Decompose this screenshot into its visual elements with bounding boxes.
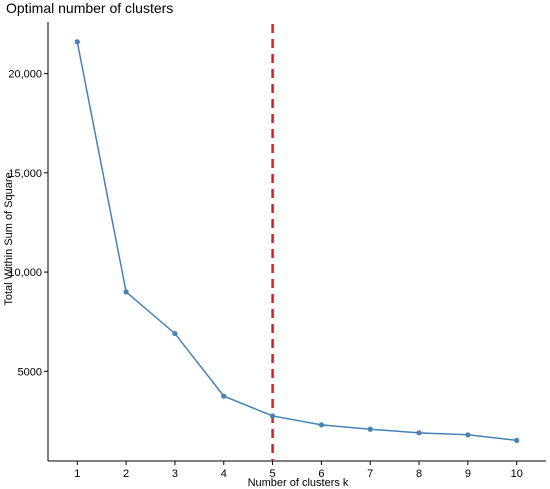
x-tick-label: 10 bbox=[511, 468, 523, 480]
data-point bbox=[318, 422, 325, 428]
x-tick-label: 6 bbox=[318, 468, 324, 480]
x-tick-label: 7 bbox=[367, 468, 373, 480]
data-point bbox=[172, 330, 178, 337]
x-axis-label: Number of clusters k bbox=[248, 477, 349, 489]
x-tick-label: 9 bbox=[465, 468, 471, 480]
x-tick-label: 4 bbox=[221, 468, 227, 480]
y-tick-label: 5000 bbox=[18, 366, 42, 378]
data-point bbox=[416, 430, 422, 436]
data-point bbox=[74, 39, 80, 45]
data-point bbox=[465, 432, 471, 438]
data-point bbox=[221, 393, 227, 399]
data-point bbox=[514, 437, 520, 443]
y-axis-label: Total Within Sum of Square bbox=[3, 172, 15, 305]
chart-title: Optimal number of clusters bbox=[6, 0, 174, 16]
data-point bbox=[123, 289, 129, 295]
x-tick-label: 2 bbox=[123, 468, 129, 480]
y-tick-label: 15,000 bbox=[8, 168, 42, 180]
data-point bbox=[269, 413, 276, 419]
x-tick-label: 3 bbox=[172, 468, 178, 480]
x-tick-label: 1 bbox=[74, 468, 80, 480]
x-tick-label: 5 bbox=[270, 468, 276, 480]
x-tick-label: 8 bbox=[416, 468, 422, 480]
data-point bbox=[367, 426, 373, 432]
series-layer bbox=[74, 39, 520, 443]
y-tick-label: 10,000 bbox=[8, 267, 42, 279]
y-tick-label: 20,000 bbox=[8, 69, 42, 81]
series-line bbox=[76, 41, 517, 442]
axes: 5000 10,000 15,000 20,000 1 2 3 4 5 6 7 8 9 10 bbox=[8, 22, 546, 480]
